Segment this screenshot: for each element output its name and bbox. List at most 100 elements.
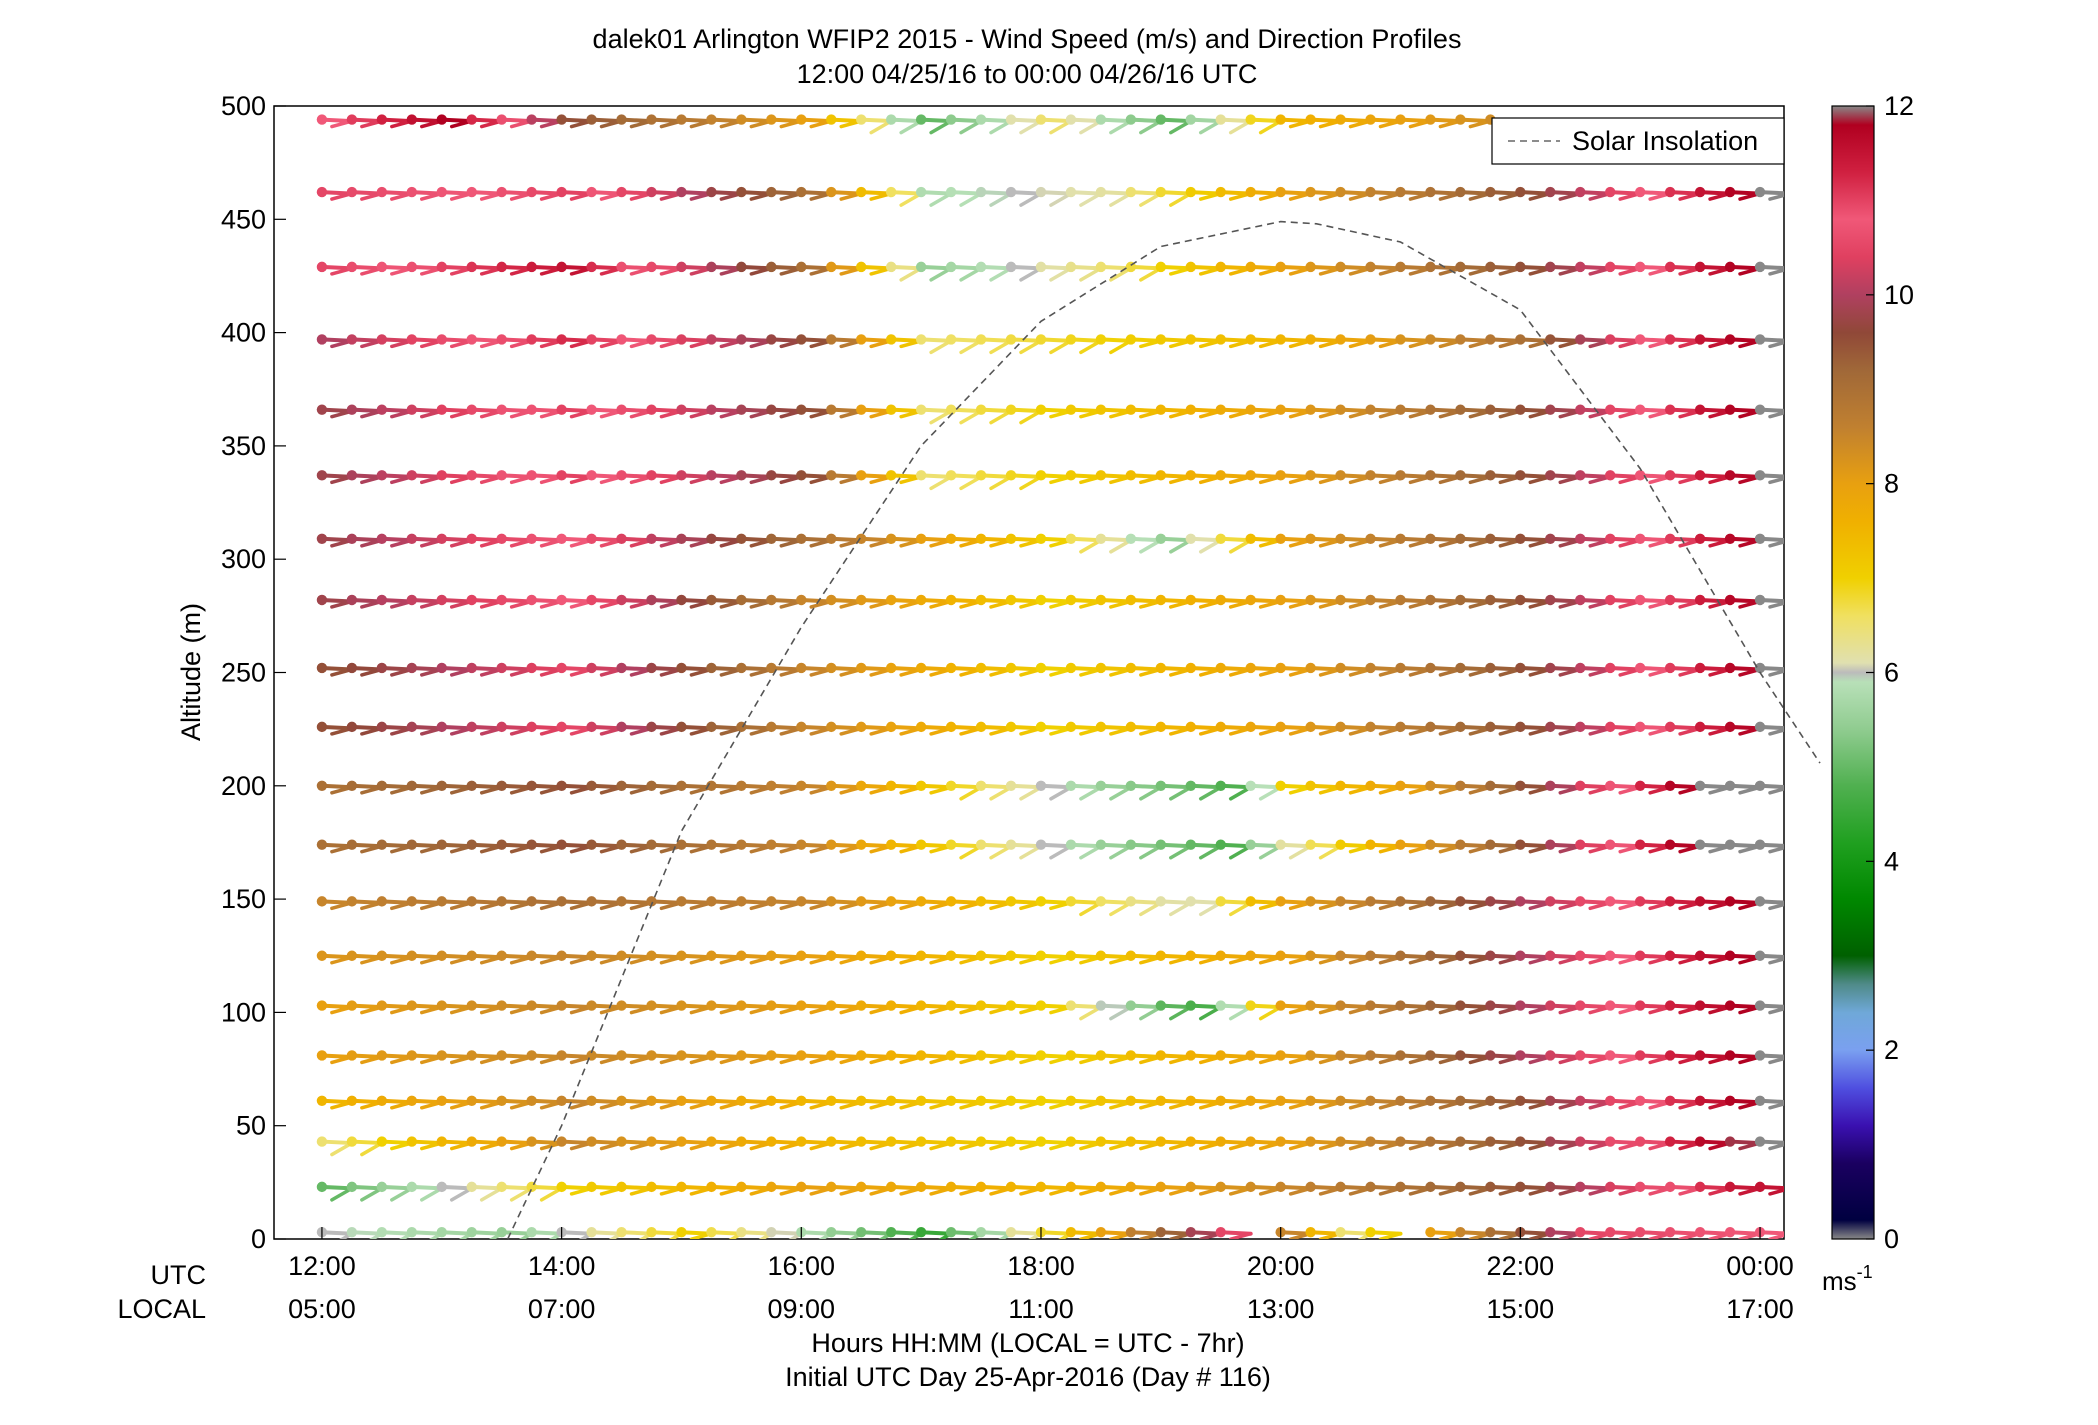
wind-barb-origin — [1245, 114, 1256, 125]
wind-barb-origin — [1754, 1000, 1766, 1011]
wind-barb-origin — [1065, 470, 1077, 481]
wind-barb-origin — [1125, 662, 1137, 674]
wind-barb-origin — [586, 186, 597, 198]
wind-barb-origin — [1694, 470, 1706, 481]
wind-barb-origin — [406, 721, 418, 733]
wind-barb-origin — [556, 114, 567, 125]
wind-barb-origin — [1455, 1095, 1466, 1106]
wind-barb-origin — [466, 1095, 477, 1106]
wind-barb-origin — [736, 1136, 747, 1147]
wind-barb-origin — [646, 1181, 657, 1193]
wind-barb-origin — [796, 261, 807, 273]
wind-barb-origin — [346, 114, 358, 125]
wind-barb-origin — [1215, 1227, 1226, 1238]
wind-barb-origin — [1485, 721, 1496, 733]
wind-barb-origin — [1065, 186, 1077, 198]
wind-barb-origin — [526, 1136, 537, 1147]
wind-barb-origin — [1005, 1095, 1017, 1106]
wind-barb-origin — [1575, 1181, 1586, 1193]
wind-barb-origin — [526, 404, 537, 415]
wind-barb-origin — [856, 404, 867, 415]
wind-barb-origin — [856, 1181, 867, 1193]
wind-barb-origin — [1125, 721, 1137, 733]
wind-barb-origin — [1035, 1136, 1047, 1147]
wind-barb-origin — [1005, 114, 1017, 125]
wind-barb-origin — [856, 470, 867, 481]
wind-barb-origin — [1664, 1227, 1676, 1238]
wind-barb-origin — [376, 470, 388, 481]
wind-barb-origin — [1155, 114, 1167, 125]
wind-barb-origin — [1754, 1181, 1766, 1193]
wind-barb-origin — [1215, 1181, 1226, 1193]
wind-barb-origin — [1664, 186, 1676, 198]
wind-barb-origin — [586, 662, 597, 674]
wind-barb-origin — [406, 404, 418, 415]
wind-barb-origin — [616, 896, 627, 907]
wind-barb-origin — [1664, 533, 1676, 545]
wind-barb-origin — [1185, 1136, 1196, 1147]
wind-barb-origin — [975, 1136, 987, 1147]
wind-barb-origin — [975, 1050, 987, 1061]
wind-barb-origin — [975, 334, 987, 345]
wind-barb-origin — [796, 1136, 807, 1147]
wind-barb-origin — [1724, 334, 1736, 345]
wind-barb-origin — [466, 1181, 477, 1193]
wind-barb-origin — [1485, 1227, 1496, 1238]
wind-barb-origin — [466, 780, 477, 791]
wind-barb-origin — [1425, 261, 1436, 273]
wind-barb-origin — [1425, 839, 1436, 850]
wind-barb-origin — [1724, 1136, 1736, 1147]
wind-barb-origin — [975, 780, 987, 791]
wind-barb-origin — [796, 470, 807, 481]
wind-barb-origin — [1515, 721, 1526, 733]
wind-barb-origin — [646, 186, 657, 198]
wind-barb-origin — [1275, 896, 1286, 907]
wind-barb-origin — [1664, 950, 1676, 961]
wind-barb-origin — [1065, 1227, 1077, 1238]
colorbar: 0 2 4 6 8 10 12 ms-1 — [1822, 91, 1914, 1296]
wind-barb-origin — [586, 839, 597, 850]
wind-barb-origin — [736, 1050, 747, 1061]
wind-barb-origin — [945, 1181, 957, 1193]
wind-barb-origin — [1365, 896, 1376, 907]
wind-barb-origin — [1215, 1095, 1226, 1106]
wind-barb-origin — [1365, 950, 1376, 961]
wind-barb-origin — [436, 114, 447, 125]
wind-barb-origin — [975, 114, 987, 125]
wind-barb-origin — [1125, 1136, 1137, 1147]
wind-barb-origin — [406, 780, 418, 791]
wind-barb-origin — [1634, 533, 1646, 545]
wind-barb-origin — [676, 1095, 687, 1106]
x-tick-label-utc: 12:00 — [288, 1251, 356, 1281]
wind-barb-origin — [1664, 1050, 1676, 1061]
wind-barb-origin — [736, 950, 747, 961]
wind-barb-flag — [1768, 1233, 1784, 1239]
wind-barb-origin — [1155, 896, 1167, 907]
wind-barb-origin — [316, 1050, 328, 1061]
wind-barb-origin — [436, 1136, 447, 1147]
wind-barb-origin — [1005, 404, 1017, 415]
wind-barb-origin — [646, 1095, 657, 1106]
wind-barb-origin — [1305, 470, 1316, 481]
wind-barb-origin — [316, 1181, 328, 1193]
wind-barb-origin — [1455, 114, 1466, 125]
wind-barb-origin — [1125, 780, 1137, 791]
wind-barb-origin — [376, 950, 388, 961]
wind-barb-origin — [1155, 470, 1167, 481]
wind-barb-origin — [1245, 721, 1256, 733]
wind-barb-origin — [706, 1095, 717, 1106]
wind-barb-origin — [376, 186, 388, 198]
wind-barb-origin — [1395, 780, 1406, 791]
wind-barb-origin — [586, 896, 597, 907]
wind-barb-origin — [556, 1095, 567, 1106]
wind-barb-origin — [915, 533, 927, 545]
wind-barb-origin — [1605, 1227, 1616, 1238]
wind-barb-origin — [706, 1181, 717, 1193]
wind-barb-origin — [1185, 470, 1196, 481]
wind-barb-origin — [1664, 1136, 1676, 1147]
wind-barb-origin — [676, 950, 687, 961]
wind-barb-origin — [766, 261, 777, 273]
wind-barb-origin — [885, 533, 897, 545]
wind-barb-origin — [1724, 1000, 1736, 1011]
